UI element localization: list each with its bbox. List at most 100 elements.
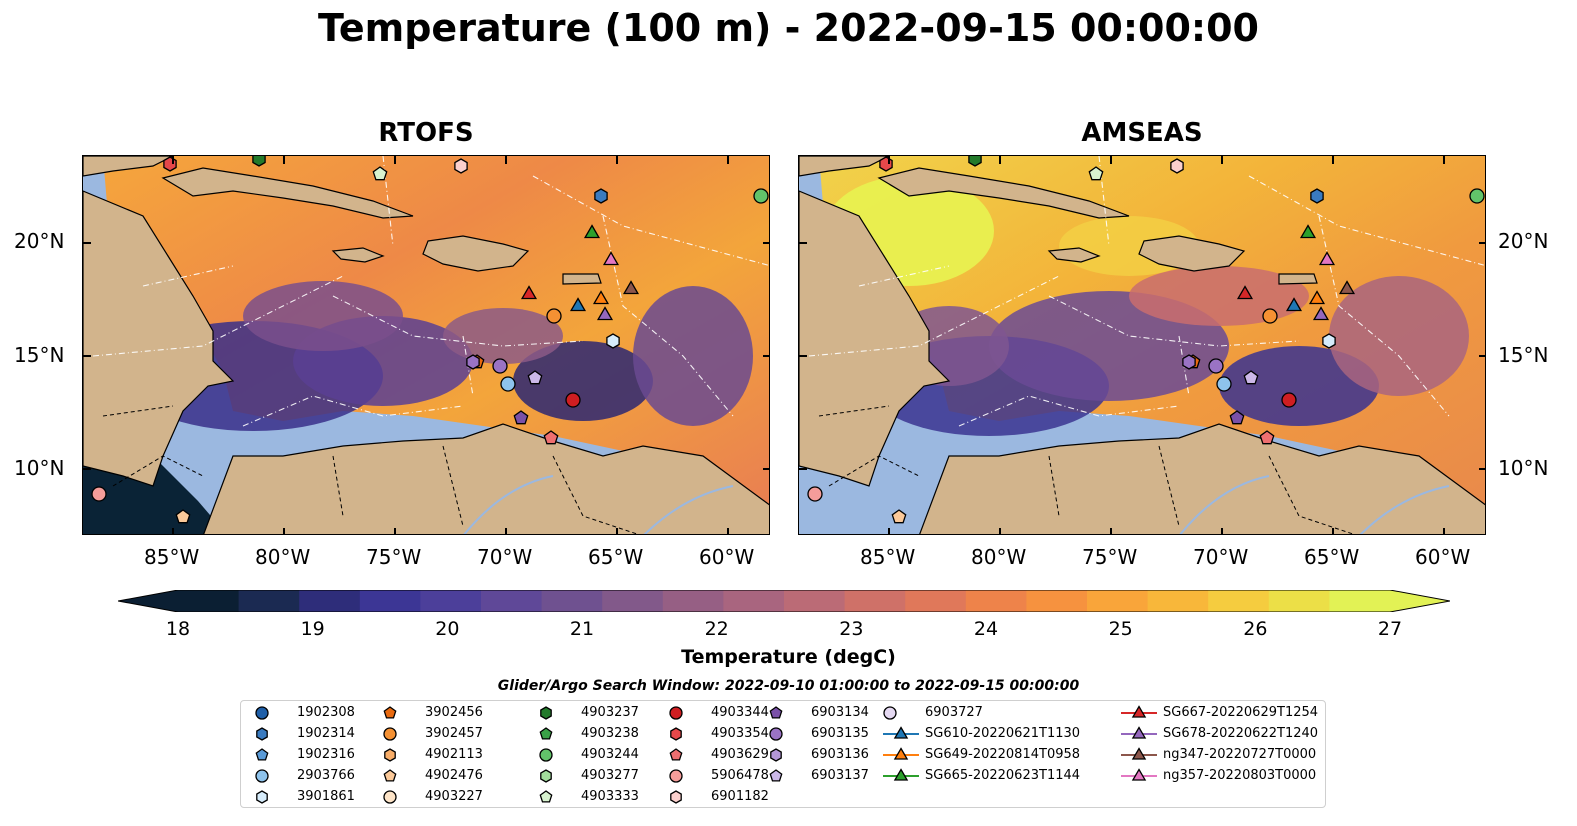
legend-glider-marker: [893, 768, 909, 781]
legend-label: SG667-20220629T1254: [1163, 705, 1319, 720]
float-marker: [968, 156, 982, 167]
legend-glider-marker: [893, 726, 909, 739]
float-marker: [1216, 376, 1232, 392]
float-marker: [91, 486, 107, 502]
legend-label: 4902476: [425, 768, 483, 783]
legend-marker-icon: [540, 706, 552, 720]
legend-marker-icon: [255, 706, 269, 720]
legend-marker-icon: [770, 748, 782, 762]
colorbar-segment: [1329, 590, 1391, 612]
legend-float-marker: [670, 727, 682, 741]
lon-tick-label: 60°W: [699, 545, 755, 569]
float-marker: [891, 509, 907, 524]
legend-float-marker: [769, 706, 783, 719]
colorbar-segment: [299, 590, 361, 612]
legend-marker-icon: [769, 727, 783, 741]
colorbar-tick-label: 24: [973, 618, 999, 640]
legend-label: ng347-20220727T0000: [1163, 747, 1317, 762]
legend-label: 4902113: [425, 747, 483, 762]
lon-tick-label: 85°W: [144, 545, 200, 569]
legend-float-marker: [769, 769, 783, 782]
float-marker: [1182, 354, 1196, 370]
colorbar-segment: [602, 590, 664, 612]
colorbar-segment: [1026, 590, 1088, 612]
colorbar-segment: [662, 590, 724, 612]
colorbar-tick-label: 22: [704, 618, 729, 640]
colorbar-segment: [965, 590, 1027, 612]
legend-marker-icon: [383, 727, 397, 741]
colorbar-label: Temperature (degC): [681, 646, 896, 668]
float-marker: [252, 156, 266, 167]
colorbar-tick-label: 18: [165, 618, 191, 640]
legend-marker-icon: [1121, 747, 1157, 760]
glider-marker: [1308, 290, 1326, 305]
legend-marker-icon: [255, 748, 269, 761]
legend-float-marker: [539, 790, 553, 803]
float-marker: [492, 358, 508, 374]
lon-tick-label: 75°W: [366, 545, 422, 569]
legend-float-marker: [383, 769, 397, 782]
colorbar-segment: [1268, 590, 1330, 612]
legend-marker-icon: [1121, 768, 1157, 781]
lat-tick-label: 10°N: [14, 456, 65, 480]
colorbar: [118, 590, 1450, 612]
float-marker: [163, 156, 177, 172]
legend-float-marker: [770, 748, 782, 762]
lat-tick-label: 15°N: [1498, 343, 1549, 367]
legend-marker-icon: [1121, 726, 1157, 739]
legend-label: 6903134: [811, 705, 869, 720]
legend-float-marker: [669, 748, 683, 761]
float-marker: [753, 188, 769, 204]
glider-marker: [1285, 297, 1303, 312]
legend-marker-icon: [384, 748, 396, 762]
legend-float-marker: [255, 769, 269, 783]
legend-label: 6903136: [811, 747, 869, 762]
legend-label: 3902456: [425, 705, 483, 720]
glider-marker: [1318, 251, 1336, 266]
legend-marker-icon: [256, 790, 268, 804]
legend-glider-marker: [1131, 705, 1147, 718]
legend-marker-icon: [670, 727, 682, 741]
legend-label: 1902316: [297, 747, 355, 762]
legend-marker-icon: [883, 768, 919, 781]
legend-float-marker: [669, 706, 683, 720]
legend-marker-icon: [383, 790, 397, 804]
colorbar-segment: [1087, 590, 1149, 612]
legend-label: 6901182: [711, 789, 769, 804]
legend-label: 4903277: [581, 768, 639, 783]
colorbar-tick-label: 20: [435, 618, 460, 640]
legend-label: 1902308: [297, 705, 355, 720]
legend-label: 6903137: [811, 768, 869, 783]
float-marker: [565, 392, 581, 408]
float-marker: [543, 430, 559, 445]
legend-float-marker: [383, 706, 397, 719]
legend-label: 4903227: [425, 789, 483, 804]
colorbar-segment: [481, 590, 543, 612]
glider-marker: [596, 306, 614, 321]
legend-float-marker: [883, 706, 897, 720]
colorbar-tick-label: 19: [300, 618, 325, 640]
float-marker: [527, 370, 543, 385]
glider-marker: [1338, 280, 1356, 295]
float-marker: [1259, 430, 1275, 445]
panel-title-amseas: AMSEAS: [1081, 118, 1203, 148]
legend-label: 4903344: [711, 705, 769, 720]
legend-marker-icon: [669, 748, 683, 761]
legend-marker-icon: [769, 769, 783, 782]
legend-label: 4903333: [581, 789, 639, 804]
legend-label: SG678-20220622T1240: [1163, 726, 1319, 741]
legend-float-marker: [769, 727, 783, 741]
glider-marker: [1312, 306, 1330, 321]
legend-label: SG610-20220621T1130: [925, 726, 1081, 741]
glider-marker: [583, 224, 601, 239]
legend-marker-icon: [670, 790, 682, 804]
glider-marker: [592, 290, 610, 305]
legend-label: 4903244: [581, 747, 639, 762]
colorbar-tick-label: 23: [839, 618, 864, 640]
float-marker: [1229, 410, 1245, 425]
legend-float-marker: [540, 769, 552, 783]
glider-marker: [569, 297, 587, 312]
float-marker: [1208, 358, 1224, 374]
float-marker: [606, 333, 620, 349]
legend: 1902308 1902314 1902316 2903766 3901861 39024…: [240, 700, 1326, 808]
